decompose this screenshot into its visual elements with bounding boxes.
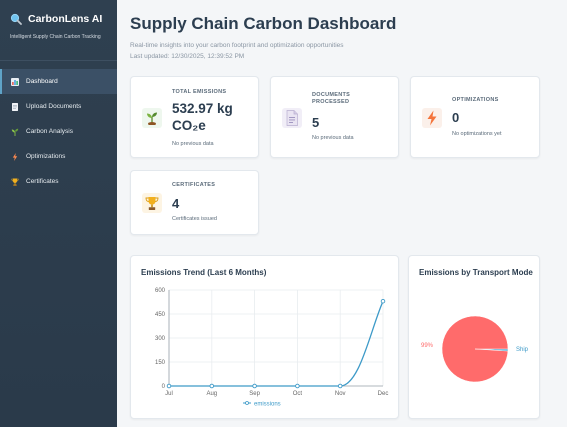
sidebar-divider — [0, 60, 117, 61]
transport-mode-card: Emissions by Transport Mode Ship 99% — [408, 255, 540, 419]
data-point — [252, 383, 257, 389]
y-tick-label: 300 — [155, 336, 166, 342]
optimizations-card: OPTIMIZATIONS 0 No optimizations yet — [410, 76, 540, 158]
trophy-icon — [11, 178, 19, 186]
sprout-icon — [11, 128, 19, 136]
sidebar-item-label: Optimizations — [26, 153, 66, 160]
magnifier-icon — [10, 13, 22, 25]
pie-slice — [441, 315, 509, 383]
data-point — [166, 383, 172, 389]
emissions-trend-card: Emissions Trend (Last 6 Months) 0 150 300 4… — [130, 255, 399, 419]
sidebar-item-certificates[interactable]: Certificates — [0, 169, 117, 194]
app-tagline: Intelligent Supply Chain Carbon Tracking — [10, 34, 101, 40]
pie-data-label: 99% — [421, 343, 434, 349]
certificates-card: CERTIFICATES 4 Certificates issued — [130, 170, 259, 235]
sidebar-item-upload-documents[interactable]: Upload Documents — [0, 94, 117, 119]
sidebar-item-label: Dashboard — [26, 78, 58, 85]
stat-note: No optimizations yet — [452, 131, 502, 137]
sidebar-item-dashboard[interactable]: Dashboard — [0, 69, 117, 94]
app-name: CarbonLens AI — [28, 13, 103, 25]
document-icon — [282, 108, 302, 128]
stat-label: CERTIFICATES — [172, 182, 216, 188]
series-line — [169, 300, 384, 387]
x-tick-label: Sep — [249, 391, 260, 397]
sidebar-item-label: Certificates — [26, 178, 59, 185]
stat-label: DOCUMENTS PROCESSED — [312, 92, 350, 106]
sidebar-item-label: Upload Documents — [26, 103, 82, 110]
data-point — [380, 298, 386, 304]
x-tick-label: Nov — [335, 391, 346, 397]
chart-title: Emissions by Transport Mode — [419, 268, 533, 277]
chart-title: Emissions Trend (Last 6 Months) — [141, 268, 267, 277]
stat-value: 4 — [172, 196, 180, 211]
legend-swatch-point — [245, 401, 249, 405]
stat-value: 5 — [312, 115, 320, 130]
main-content: Supply Chain Carbon Dashboard Real-time … — [117, 0, 567, 427]
x-tick-label: Oct — [293, 391, 303, 397]
sidebar-item-label: Carbon Analysis — [26, 128, 73, 135]
lightning-icon — [12, 152, 18, 161]
legend-label: emissions — [254, 402, 281, 408]
x-tick-label: Dec — [378, 391, 389, 397]
data-point — [337, 383, 343, 389]
stat-note: Certificates issued — [172, 216, 217, 222]
stat-note: No previous data — [312, 135, 354, 141]
emissions-trend-chart: 0 150 300 450 600 Jul Aug Sep Oct Nov Dec emissions — [155, 288, 389, 408]
brand[interactable]: CarbonLens AI — [10, 13, 102, 25]
trophy-icon — [142, 193, 162, 213]
stat-label: TOTAL EMISSIONS — [172, 89, 227, 95]
stat-label: OPTIMIZATIONS — [452, 97, 499, 103]
stat-value: 0 — [452, 110, 460, 125]
transport-mode-pie-chart: Ship 99% — [421, 315, 529, 383]
document-icon — [12, 102, 18, 111]
sidebar-item-optimizations[interactable]: Optimizations — [0, 144, 117, 169]
data-point — [209, 383, 215, 389]
stat-note: No previous data — [172, 141, 214, 147]
sidebar-nav: Dashboard Upload Documents Carbon Analys… — [0, 69, 117, 194]
lightning-icon — [422, 108, 442, 128]
page-title: Supply Chain Carbon Dashboard — [130, 14, 397, 33]
chart-icon — [11, 77, 19, 86]
stat-value: 532.97 kg CO₂e — [172, 100, 233, 134]
page-subtitle: Real-time insights into your carbon foot… — [130, 42, 344, 49]
x-tick-label: Jul — [165, 391, 173, 397]
y-tick-label: 150 — [155, 360, 166, 366]
stat-value-amount: 532.97 kg — [172, 101, 233, 116]
sidebar: CarbonLens AI Intelligent Supply Chain C… — [0, 0, 117, 427]
pie-data-label: Ship — [516, 347, 529, 353]
last-updated: Last updated: 12/30/2025, 12:39:52 PM — [130, 53, 245, 60]
sidebar-item-carbon-analysis[interactable]: Carbon Analysis — [0, 119, 117, 144]
data-point — [295, 383, 300, 389]
stat-label-line: PROCESSED — [312, 99, 350, 105]
stat-label-line: DOCUMENTS — [312, 92, 351, 98]
y-tick-label: 0 — [162, 384, 166, 390]
y-tick-label: 600 — [155, 288, 166, 294]
seedling-icon — [142, 108, 162, 128]
y-tick-label: 450 — [155, 312, 166, 318]
stat-value-unit: CO₂e — [172, 118, 206, 133]
x-tick-label: Aug — [206, 391, 217, 397]
total-emissions-card: TOTAL EMISSIONS 532.97 kg CO₂e No previo… — [130, 76, 259, 158]
documents-processed-card: DOCUMENTS PROCESSED 5 No previous data — [270, 76, 399, 158]
